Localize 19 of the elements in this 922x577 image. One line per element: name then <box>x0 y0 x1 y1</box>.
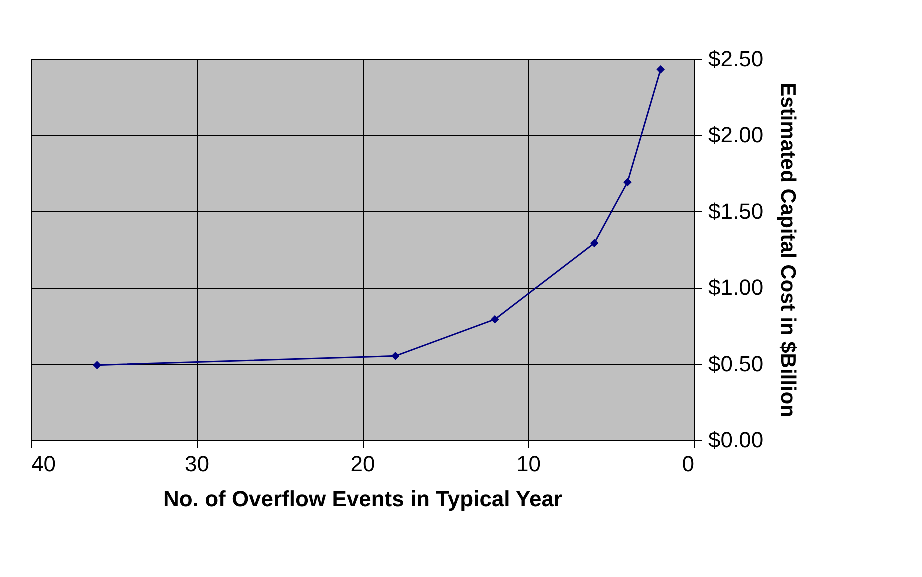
x-tick-label: 20 <box>350 452 376 476</box>
y-axis-title: Estimated Capital Cost in $Billion <box>776 82 800 418</box>
y-tick-label: $2.00 <box>708 122 764 148</box>
y-tick-label: $2.50 <box>708 46 764 72</box>
y-tick-label: $1.00 <box>708 275 764 300</box>
point <box>391 352 400 360</box>
point <box>624 178 632 187</box>
y-tick-label: $1.50 <box>708 198 764 224</box>
point <box>590 239 599 248</box>
point <box>93 361 102 370</box>
point <box>656 65 666 74</box>
x-tick-label: 30 <box>185 452 210 476</box>
y-tick-label: $0.50 <box>708 351 764 376</box>
x-tick-label: 40 <box>32 452 56 476</box>
point <box>490 315 500 324</box>
x-tick-label: 0 <box>682 452 694 476</box>
x-tick-label: 10 <box>516 452 541 476</box>
x-axis-title: No. of Overflow Events in Typical Year <box>164 486 563 512</box>
y-tick-label: $0.00 <box>708 428 764 452</box>
